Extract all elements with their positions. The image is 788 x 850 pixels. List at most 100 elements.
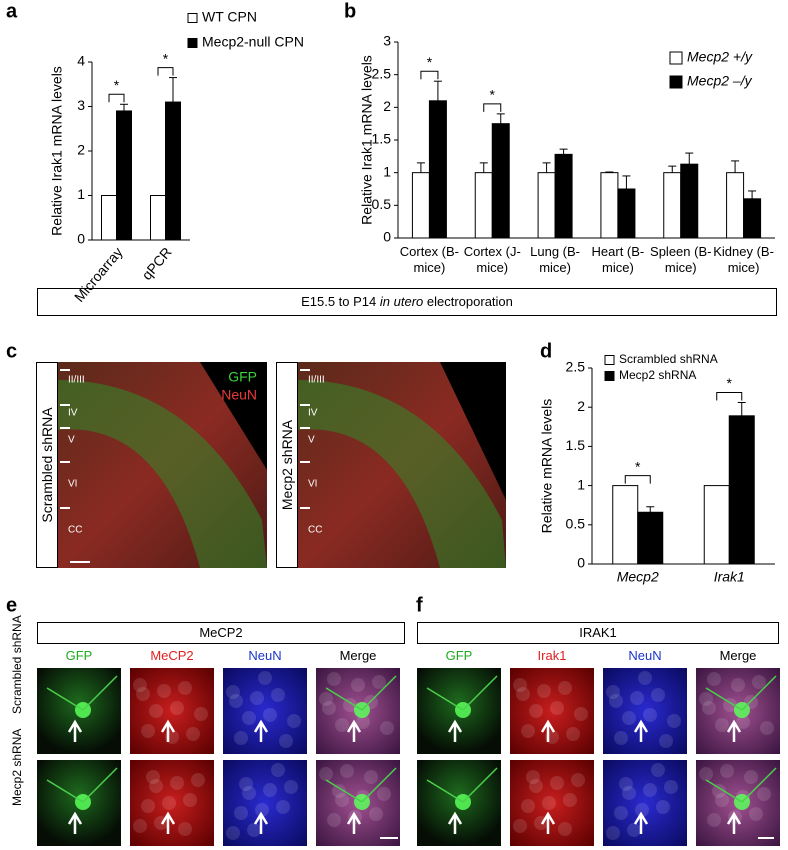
legend-swatch xyxy=(604,371,615,381)
image-background xyxy=(200,362,267,470)
significance-star: * xyxy=(635,458,641,474)
error-bar xyxy=(646,506,655,513)
cell-nucleus xyxy=(659,734,673,748)
cell-nucleus xyxy=(141,724,155,738)
gfp-neurite xyxy=(705,675,777,711)
gfp-band xyxy=(298,380,506,568)
cell-nucleus xyxy=(699,692,713,706)
significance-bracket xyxy=(108,93,125,103)
stain-label: GFP xyxy=(228,369,257,385)
arrow xyxy=(726,719,742,742)
gfp-neurite xyxy=(46,675,118,711)
layer-label: II/III xyxy=(308,375,325,386)
row-label-box: Mecp2 shRNA xyxy=(276,362,298,568)
cell-nucleus xyxy=(526,770,540,784)
bar xyxy=(165,101,181,241)
cell-nucleus xyxy=(606,685,620,699)
column-label: Irak1 xyxy=(537,648,567,663)
y-tick-label: 1.5 xyxy=(372,131,392,147)
x-tick-label: Spleen (B-mice) xyxy=(650,244,712,275)
cell-nucleus xyxy=(664,780,678,794)
y-tick-label: 1.5 xyxy=(566,437,586,453)
cell-nucleus xyxy=(263,708,277,722)
cell-nucleus xyxy=(242,711,256,725)
cell-nucleus xyxy=(757,787,771,801)
gfp-neurite xyxy=(426,767,498,803)
cell-nucleus xyxy=(736,715,750,729)
legend-swatch xyxy=(187,38,198,48)
arrow xyxy=(253,811,269,834)
column-label: GFP xyxy=(445,648,473,663)
bar xyxy=(428,100,447,239)
stain-label: NeuN xyxy=(221,387,257,403)
cell-nucleus xyxy=(622,786,636,800)
cell-nucleus xyxy=(723,698,737,712)
x-tick-label: qPCR xyxy=(138,244,174,283)
bar xyxy=(726,172,745,239)
banner: E15.5 to P14 in utero electroporation xyxy=(37,288,777,316)
error-bar xyxy=(416,162,425,173)
cell-nucleus xyxy=(622,711,636,725)
cell-nucleus xyxy=(574,707,588,721)
cell-nucleus xyxy=(183,793,197,807)
column-label: MeCP2 xyxy=(150,648,194,663)
y-axis-label: Relative mRNA levels xyxy=(539,399,555,534)
panel-letter: e xyxy=(6,594,17,616)
y-tick-label: 0 xyxy=(77,231,85,247)
gfp-neurite xyxy=(325,767,397,803)
micrograph xyxy=(510,760,594,846)
y-tick-label: 1 xyxy=(383,163,391,179)
bar xyxy=(554,153,573,239)
bar xyxy=(743,198,762,239)
y-tick-label: 1 xyxy=(577,476,585,492)
y-tick-label: 3 xyxy=(383,33,391,49)
cell-nucleus xyxy=(146,770,160,784)
cell-nucleus xyxy=(263,783,277,797)
bar xyxy=(617,188,636,239)
error-bar xyxy=(748,190,757,199)
cell-nucleus xyxy=(322,701,336,715)
cell-nucleus xyxy=(191,773,205,787)
arrow xyxy=(633,811,649,834)
arrow xyxy=(67,811,83,834)
panel-header: MeCP2 xyxy=(37,622,405,644)
arrow xyxy=(447,719,463,742)
banner-text: electroporation xyxy=(426,294,513,309)
cell-nucleus xyxy=(327,813,341,827)
micrograph xyxy=(603,760,687,846)
row-label-text: Mecp2 shRNA xyxy=(10,728,24,806)
cell-nucleus xyxy=(234,806,248,820)
cell-nucleus xyxy=(136,687,150,701)
arrow xyxy=(346,719,362,742)
y-tick-label: 0 xyxy=(383,229,391,245)
error-bar xyxy=(685,152,694,165)
legend-label: Mecp2-null CPN xyxy=(202,34,304,50)
cell-nucleus xyxy=(627,823,641,837)
cell-nucleus xyxy=(343,698,357,712)
cell-nucleus xyxy=(380,721,394,735)
significance-bracket xyxy=(420,70,439,80)
panel-letter: b xyxy=(344,0,356,22)
cell-nucleus xyxy=(513,678,527,692)
y-tick-label: 3 xyxy=(77,97,85,113)
arrow xyxy=(726,811,742,834)
layer-label: VI xyxy=(308,479,317,490)
column-label: Merge xyxy=(339,648,377,663)
panel-letter: c xyxy=(6,340,17,362)
cell-nucleus xyxy=(635,803,649,817)
cell-nucleus xyxy=(702,701,716,715)
cell-nucleus xyxy=(271,688,285,702)
gfp-neurite xyxy=(705,767,777,803)
x-tick-label: Cortex (J-mice) xyxy=(463,244,521,275)
significance-bracket xyxy=(716,391,743,401)
column-label: Merge xyxy=(719,648,757,663)
layer-label: V xyxy=(308,435,315,446)
x-tick-label: Cortex (B-mice) xyxy=(399,244,460,275)
bar xyxy=(637,511,664,565)
error-bar xyxy=(559,148,568,155)
cell-nucleus xyxy=(609,694,623,708)
bar xyxy=(150,195,166,241)
panel-letter: a xyxy=(6,0,18,22)
x-tick-label: Heart (B-mice) xyxy=(591,244,645,275)
